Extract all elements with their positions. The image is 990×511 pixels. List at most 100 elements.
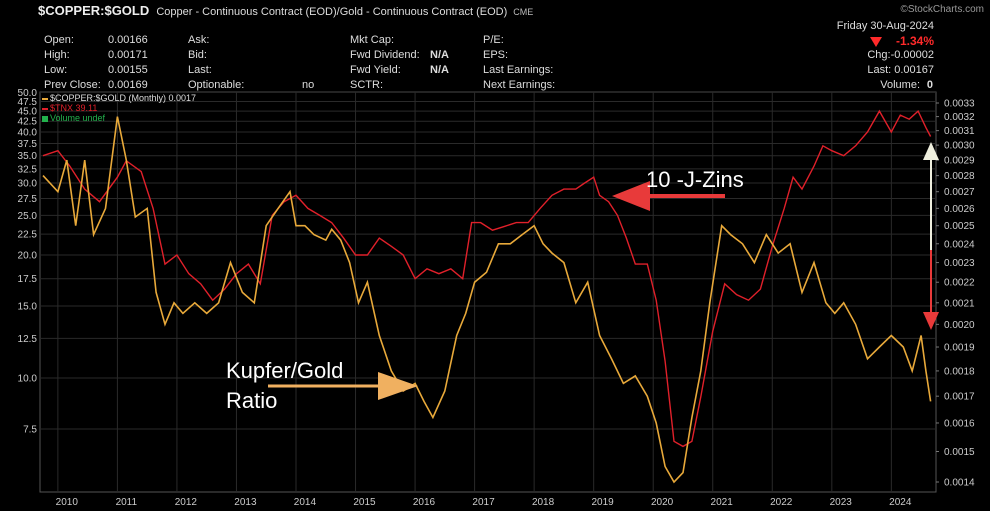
legend-item-tnx[interactable]: $TNX 39.11 [42, 103, 196, 113]
tnx-annotation-label: 10 -J-Zins [646, 167, 744, 192]
ratio-annotation-arrow [268, 372, 418, 400]
left-axis-tick-label: 7.5 [23, 425, 37, 436]
ratio-annotation-label: Kupfer/Gold Ratio [226, 356, 343, 416]
x-axis-tick-label: 2023 [830, 497, 853, 508]
x-axis-tick-label: 2014 [294, 497, 317, 508]
left-axis-tick-label: 10.0 [18, 374, 38, 385]
low-value: 0.00155 [108, 64, 148, 76]
open-label: Open: [44, 34, 74, 46]
high-value: 0.00171 [108, 49, 148, 61]
nextearn-label: Next Earnings: [483, 79, 556, 91]
symbol[interactable]: $COPPER:$GOLD [38, 3, 150, 18]
pe-label: P/E: [483, 34, 504, 46]
x-axis-tick-label: 2018 [532, 497, 555, 508]
down-arrow-icon [923, 250, 939, 330]
tnx-series-line [42, 109, 932, 448]
volume-value: 0 [926, 79, 933, 91]
optionable-value: no [302, 79, 315, 91]
sctr-label: SCTR: [350, 79, 383, 91]
tnx-annotation-arrow [612, 181, 725, 211]
left-axis-tick-label: 40.0 [18, 128, 38, 139]
optionable-label: Optionable: [188, 79, 245, 91]
last-label: Last: [188, 64, 212, 76]
down-arrow-icon [869, 36, 882, 47]
low-label: Low: [44, 64, 68, 76]
chart-title: $COPPER:$GOLD Copper - Continuous Contra… [38, 3, 533, 18]
fwddiv-value: N/A [430, 49, 449, 61]
chart-legend: $COPPER:$GOLD (Monthly) 0.0017 $TNX 39.1… [42, 93, 196, 123]
left-axis-tick-label: 32.5 [18, 164, 38, 175]
x-axis-tick-label: 2015 [353, 497, 376, 508]
left-axis-tick-label: 42.5 [18, 117, 38, 128]
x-axis-tick-label: 2016 [413, 497, 436, 508]
right-axis-tick-label: 0.0021 [944, 298, 975, 309]
high-label: High: [44, 49, 70, 61]
legend-item-volume[interactable]: Volume undef [42, 113, 196, 123]
fwdyield-label: Fwd Yield: [350, 64, 401, 76]
x-axis-tick-label: 2017 [472, 497, 495, 508]
left-axis-tick-label: 22.5 [18, 230, 38, 241]
ratio-annotation-line1: Kupfer/Gold [226, 358, 344, 383]
change-value: Chg:-0.00002 [867, 49, 934, 61]
right-axis-tick-label: 0.0023 [944, 258, 975, 269]
left-axis-tick-label: 50.0 [18, 88, 38, 99]
x-axis-tick-label: 2013 [234, 497, 257, 508]
left-axis-tick-label: 35.0 [18, 151, 38, 162]
right-axis-tick-label: 0.0026 [944, 204, 975, 215]
right-axis-tick-label: 0.0015 [944, 447, 975, 458]
bid-label: Bid: [188, 49, 207, 61]
last-value: Last: 0.00167 [867, 64, 934, 76]
x-axis-tick-label: 2022 [770, 497, 793, 508]
mktcap-label: Mkt Cap: [350, 34, 395, 46]
right-axis-tick-label: 0.0032 [944, 112, 975, 123]
right-axis-tick-label: 0.0030 [944, 141, 975, 152]
right-axis-tick-label: 0.0025 [944, 221, 975, 232]
left-axis-tick-label: 45.0 [18, 107, 38, 118]
left-axis-tick-label: 27.5 [18, 194, 38, 205]
x-axis-tick-label: 2012 [175, 497, 198, 508]
ratio-annotation-line2: Ratio [226, 388, 278, 413]
lastearn-label: Last Earnings: [483, 64, 554, 76]
right-axis-tick-label: 0.0024 [944, 239, 975, 250]
left-axis-tick-label: 12.5 [18, 334, 38, 345]
quote-header: $COPPER:$GOLD Copper - Continuous Contra… [0, 0, 990, 92]
ask-label: Ask: [188, 34, 210, 46]
right-axis-tick-label: 0.0016 [944, 418, 975, 429]
open-value: 0.00166 [108, 34, 148, 46]
x-axis-tick-label: 2021 [711, 497, 734, 508]
x-axis-tick-label: 2019 [591, 497, 614, 508]
right-axis-tick-label: 0.0029 [944, 156, 975, 167]
left-axis-tick-label: 47.5 [18, 97, 38, 108]
ratio-series-line [42, 116, 932, 484]
change-percent: -1.34% [869, 34, 934, 48]
right-axis-tick-label: 0.0020 [944, 320, 975, 331]
left-axis-tick-label: 37.5 [18, 139, 38, 150]
right-axis-tick-label: 0.0022 [944, 278, 975, 289]
plot-area [39, 91, 937, 493]
watermark: ©StockCharts.com [900, 4, 984, 15]
prevclose-label: Prev Close: [44, 79, 101, 91]
right-axis-tick-label: 0.0018 [944, 366, 975, 377]
left-axis-tick-label: 20.0 [18, 251, 38, 262]
left-axis-tick-label: 15.0 [18, 302, 38, 313]
left-axis-tick-label: 17.5 [18, 274, 38, 285]
x-axis-tick-label: 2011 [116, 497, 138, 508]
quote-date: Friday 30-Aug-2024 [836, 20, 934, 32]
right-axis-tick-label: 0.0028 [944, 171, 975, 182]
fwddiv-label: Fwd Dividend: [350, 49, 420, 61]
x-axis-tick-label: 2010 [56, 497, 79, 508]
right-axis-tick-label: 0.0014 [944, 478, 975, 489]
x-axis-tick-label: 2024 [889, 497, 912, 508]
right-axis-tick-label: 0.0027 [944, 187, 975, 198]
exchange: CME [513, 7, 534, 17]
volume-label: Volume: [880, 79, 920, 91]
fwdyield-value: N/A [430, 64, 449, 76]
prevclose-value: 0.00169 [108, 79, 148, 91]
left-axis-tick-label: 30.0 [18, 179, 38, 190]
change-percent-value: -1.34% [895, 34, 934, 48]
right-axis-tick-label: 0.0019 [944, 343, 975, 354]
legend-item-ratio[interactable]: $COPPER:$GOLD (Monthly) 0.0017 [42, 93, 196, 103]
right-axis-tick-label: 0.0033 [944, 99, 975, 110]
left-axis-tick-label: 25.0 [18, 211, 38, 222]
